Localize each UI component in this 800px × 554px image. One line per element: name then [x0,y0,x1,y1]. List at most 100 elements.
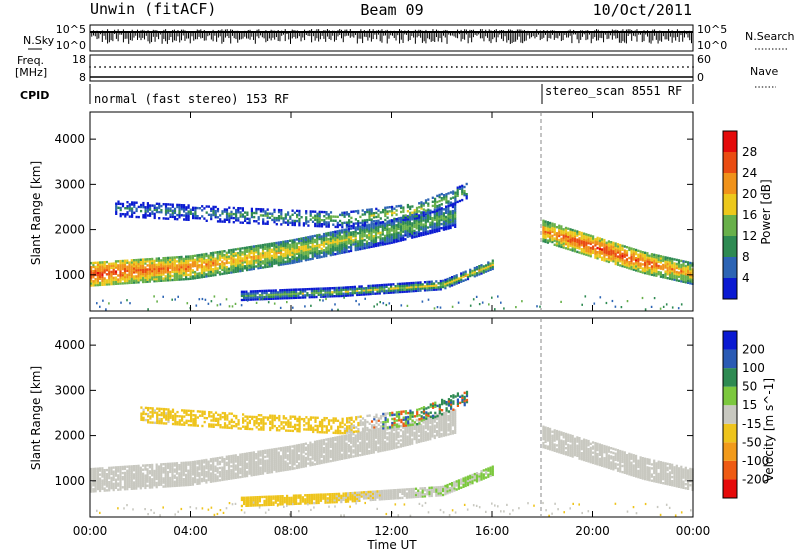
data-cell [166,279,170,282]
data-cell [297,292,300,295]
data-cell [155,481,158,485]
data-cell [402,224,405,227]
data-cell [261,256,265,259]
data-cell [612,256,615,259]
data-cell [391,220,394,223]
data-cell [103,489,106,492]
data-cell [151,276,154,279]
data-cell [375,219,378,223]
data-cell [155,267,158,271]
data-cell [461,188,464,192]
data-cell [614,250,617,253]
data-cell [173,274,176,277]
freq-mark [586,66,589,68]
data-cell [300,257,303,261]
data-cell [333,291,336,294]
data-cell [270,291,273,294]
data-cell [148,486,151,489]
data-cell [410,283,413,287]
data-cell [117,280,120,283]
data-cell [363,226,366,229]
data-cell [320,225,324,228]
data-cell [308,296,311,299]
data-cell [246,268,249,272]
data-cell [279,257,283,260]
data-cell [123,280,127,283]
data-cell [232,254,235,257]
data-cell [196,260,199,263]
data-cell [382,210,385,214]
data-cell [320,247,323,250]
data-cell [180,268,183,271]
data-cell [405,284,408,287]
data-cell [442,218,445,221]
data-cell [623,245,626,248]
data-cell [384,222,387,225]
data-cell [214,259,217,262]
data-cell [216,457,219,460]
data-cell [214,213,217,217]
data-cell [255,259,258,262]
data-cell [408,230,411,234]
data-cell [665,303,668,306]
data-cell [644,271,647,275]
data-cell [369,286,372,290]
data-cell [250,470,253,473]
data-cell [295,250,298,253]
data-cell [630,259,633,262]
data-cell [286,250,289,253]
data-cell [151,486,154,489]
data-cell [380,288,384,291]
data-cell [448,283,451,286]
data-cell [607,244,610,247]
data-cell [549,238,552,241]
data-cell [291,247,294,250]
data-cell [466,277,470,281]
data-cell [160,261,163,264]
data-cell [218,460,222,464]
data-cell [675,277,678,280]
data-cell [571,228,574,232]
data-cell [194,480,197,484]
data-cell [621,248,624,251]
data-cell [607,256,610,259]
data-cell [103,269,106,272]
data-cell [239,263,242,267]
data-cell [158,217,161,220]
data-cell [230,261,233,264]
data-cell [180,261,183,265]
data-cell [307,238,310,241]
data-cell [117,474,120,477]
data-cell [429,211,432,214]
data-cell [90,482,93,485]
data-cell [383,283,386,287]
data-cell [313,234,317,238]
data-cell [332,237,335,240]
data-cell [350,243,353,246]
data-cell [542,238,545,241]
data-cell [451,220,454,223]
data-cell [96,469,99,472]
data-cell [128,281,131,285]
data-cell [257,262,260,266]
data-cell [114,282,118,285]
data-cell [365,228,369,231]
data-cell [227,477,231,480]
data-cell [354,234,357,237]
data-cell [469,272,472,276]
data-cell [657,270,660,274]
data-cell [90,270,93,273]
data-cell [390,235,393,238]
data-cell [393,241,396,244]
data-cell [248,246,251,249]
data-cell [420,217,423,221]
data-cell [191,275,194,278]
data-cell [449,224,452,228]
data-cell [273,260,276,263]
data-cell [212,259,215,263]
data-cell [216,210,220,213]
data-cell [160,479,163,482]
data-cell [153,475,156,479]
data-cell [580,252,583,255]
data-cell [350,239,353,242]
